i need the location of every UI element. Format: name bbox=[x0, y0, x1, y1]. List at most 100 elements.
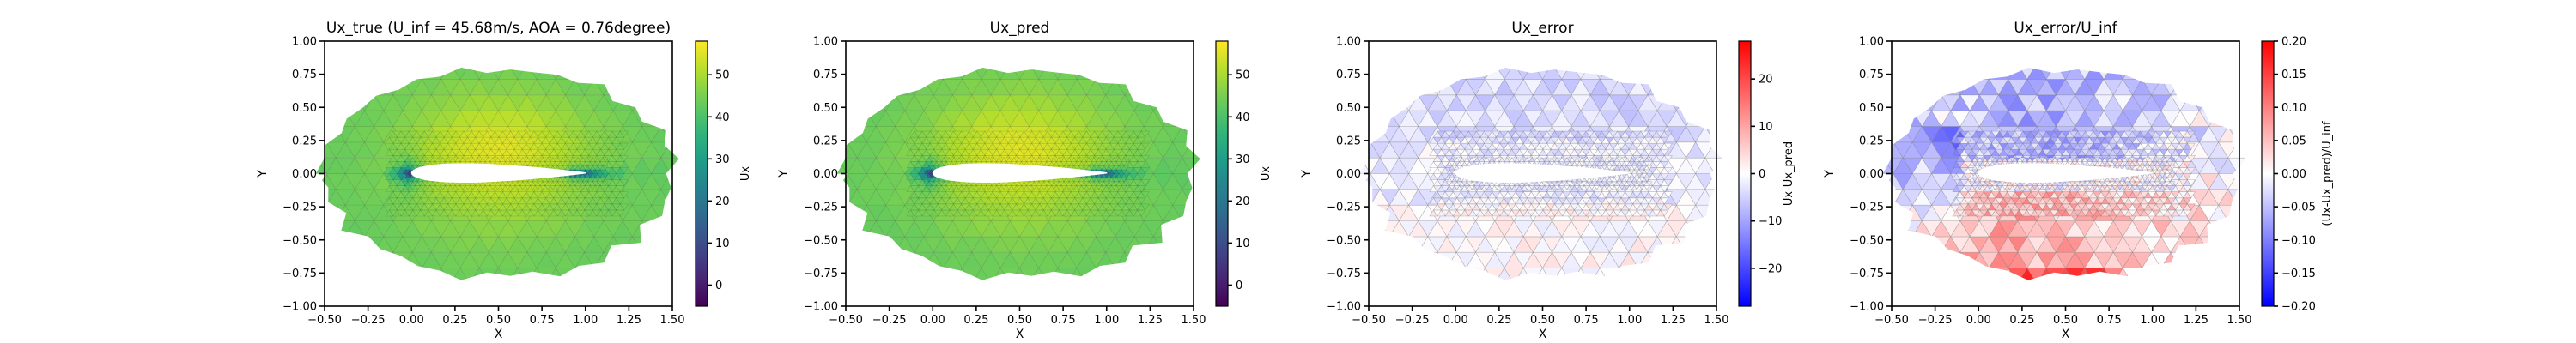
mesh-cell bbox=[631, 94, 653, 111]
x-axis-label: X bbox=[495, 328, 503, 341]
mesh-cell bbox=[1686, 78, 1706, 96]
mesh-cell bbox=[374, 67, 394, 80]
mesh-cell bbox=[1409, 284, 1428, 299]
mesh-cell bbox=[1399, 48, 1418, 63]
mesh-cell bbox=[354, 67, 375, 80]
mesh-cell bbox=[603, 78, 623, 96]
mesh-cell bbox=[976, 136, 986, 144]
mesh-cell bbox=[1686, 48, 1705, 63]
mesh-cell bbox=[539, 181, 546, 186]
mesh-cell bbox=[432, 284, 451, 299]
mesh-cell bbox=[670, 204, 679, 222]
panel-3: −0.50 −0.25 0.00 0.25 0.50 0.75 1.00 1.25 1.50−1… bbox=[1300, 20, 1795, 341]
mesh-cell bbox=[1543, 48, 1562, 63]
mesh-cell bbox=[550, 181, 556, 186]
mesh-cell bbox=[1144, 48, 1163, 63]
mesh-cell bbox=[848, 48, 866, 63]
mesh-cell bbox=[365, 48, 384, 63]
mesh-cell bbox=[575, 284, 594, 299]
mesh-cell bbox=[1428, 48, 1447, 63]
mesh-cell bbox=[422, 48, 440, 63]
mesh-cell bbox=[556, 48, 574, 63]
mesh-cell bbox=[335, 94, 355, 111]
y-tick-label: −1.00 bbox=[804, 301, 838, 314]
mesh-cell bbox=[1172, 110, 1193, 128]
mesh-cell bbox=[421, 268, 442, 280]
mesh-cell bbox=[1581, 284, 1600, 299]
mesh-cell bbox=[553, 142, 562, 150]
mesh-cell bbox=[447, 197, 457, 205]
mesh-cell bbox=[443, 203, 453, 211]
mesh-cell bbox=[962, 220, 982, 238]
mesh-cell bbox=[942, 67, 963, 80]
colorbar-label: Ux bbox=[1260, 166, 1273, 182]
mesh-cell bbox=[1379, 94, 1400, 111]
mesh-cell bbox=[942, 268, 963, 280]
mesh-cell bbox=[1379, 251, 1400, 269]
mesh-cell bbox=[1182, 220, 1200, 238]
mesh-cell bbox=[1666, 251, 1687, 269]
mesh-cell bbox=[374, 78, 394, 96]
mesh-cell bbox=[622, 67, 643, 80]
mesh-cell bbox=[344, 251, 366, 268]
mesh-cell bbox=[671, 48, 690, 63]
mesh-cell bbox=[584, 78, 605, 96]
mesh-cell bbox=[1408, 268, 1429, 280]
mesh-cell bbox=[507, 67, 528, 80]
mesh-cell bbox=[344, 236, 366, 253]
mesh-cell bbox=[670, 110, 679, 128]
mesh-cell bbox=[909, 154, 920, 162]
mesh-cell bbox=[1152, 125, 1174, 143]
mesh-cell bbox=[537, 284, 556, 299]
mesh-cell bbox=[383, 220, 404, 238]
mesh-cell bbox=[1455, 67, 1477, 80]
mesh-cell bbox=[354, 78, 375, 96]
mesh-cell bbox=[1599, 67, 1620, 80]
colorbar-tick-label: 40 bbox=[1236, 111, 1250, 124]
mesh-cell bbox=[856, 251, 877, 269]
mesh-cell bbox=[1380, 284, 1399, 299]
mesh-cell bbox=[499, 284, 518, 299]
mesh-cell bbox=[641, 236, 662, 253]
mesh-cell bbox=[441, 284, 460, 299]
mesh-cell bbox=[592, 203, 602, 211]
y-tick-label: −0.25 bbox=[283, 202, 317, 214]
mesh-cell bbox=[906, 160, 915, 168]
mesh-cell bbox=[612, 220, 633, 238]
mesh-cell bbox=[584, 191, 593, 199]
y-tick-label: 0.25 bbox=[292, 135, 317, 147]
mesh-cell bbox=[866, 268, 887, 280]
x-tick-label: 1.25 bbox=[617, 314, 641, 327]
y-tick-label: −0.75 bbox=[804, 268, 838, 280]
mesh-cell bbox=[1191, 125, 1200, 143]
mesh-cell bbox=[419, 157, 426, 162]
mesh-cell bbox=[374, 284, 393, 299]
mesh-cell bbox=[917, 203, 927, 211]
mesh-cell bbox=[602, 173, 609, 178]
mesh-cell bbox=[585, 181, 591, 186]
mesh-cell bbox=[383, 94, 404, 111]
mesh-cell bbox=[555, 67, 576, 80]
mesh-cell bbox=[574, 157, 581, 162]
mesh-cell bbox=[1143, 78, 1164, 96]
mesh-cell bbox=[1096, 67, 1116, 80]
mesh-cell bbox=[622, 78, 643, 96]
mesh-cell bbox=[1018, 251, 1040, 268]
mesh-cell bbox=[335, 141, 355, 159]
x-tick-label: −0.25 bbox=[351, 314, 386, 327]
mesh-cell bbox=[1418, 268, 1438, 280]
mesh-cell bbox=[1173, 48, 1192, 63]
mesh-cell bbox=[856, 94, 877, 111]
mesh-cell bbox=[1057, 251, 1078, 268]
mesh-cell bbox=[546, 48, 565, 63]
mesh-cell bbox=[335, 67, 355, 80]
mesh-cell bbox=[1115, 284, 1134, 299]
mesh-cell bbox=[547, 161, 554, 166]
mesh-cell bbox=[582, 177, 589, 183]
mesh-cell bbox=[1172, 94, 1193, 111]
mesh-cell bbox=[335, 251, 355, 269]
mesh-cell bbox=[421, 220, 442, 238]
mesh-cell bbox=[1408, 67, 1429, 80]
mesh-cell bbox=[1398, 268, 1419, 280]
mesh-cell bbox=[1133, 79, 1154, 96]
